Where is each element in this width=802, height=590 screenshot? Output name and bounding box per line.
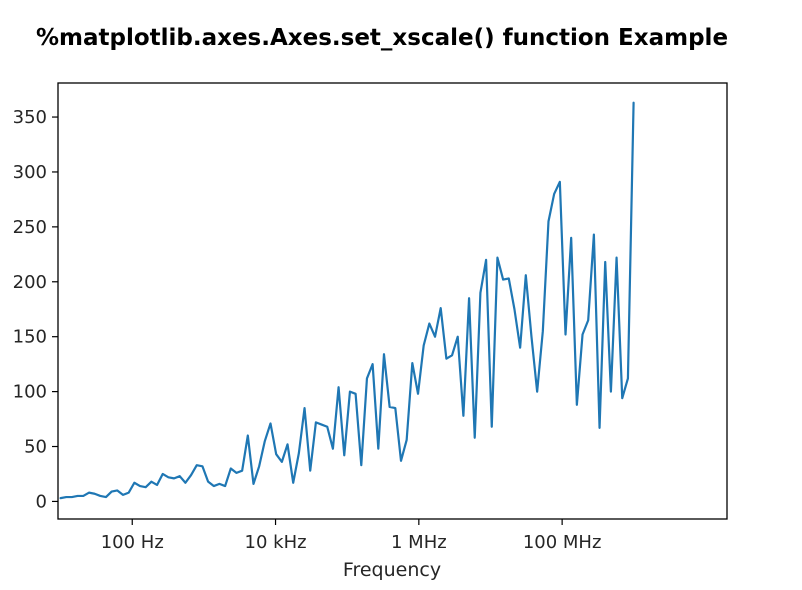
y-tick-label: 250 xyxy=(13,217,47,238)
series-line xyxy=(59,101,635,500)
y-tick-label: 150 xyxy=(13,327,47,348)
x-tick-label: 100 Hz xyxy=(101,532,164,553)
y-tick-label: 100 xyxy=(13,382,47,403)
x-axis: 100 Hz 10 kHz 1 MHz 100 MHz xyxy=(101,519,602,553)
x-tick-label: 100 MHz xyxy=(523,532,602,553)
axes-frame xyxy=(57,82,728,520)
x-tick-label: 10 kHz xyxy=(245,532,307,553)
x-tick-label: 1 MHz xyxy=(391,532,447,553)
y-tick-label: 350 xyxy=(13,107,47,128)
y-tick-label: 50 xyxy=(24,437,47,458)
y-axis: 0 50 100 150 200 250 300 350 xyxy=(13,107,58,512)
y-tick-label: 0 xyxy=(36,491,47,512)
chart-title: %matplotlib.axes.Axes.set_xscale() funct… xyxy=(36,25,728,51)
plot-area xyxy=(59,101,635,500)
y-tick-label: 200 xyxy=(13,272,47,293)
x-axis-label: Frequency xyxy=(343,559,441,581)
y-tick-label: 300 xyxy=(13,162,47,183)
